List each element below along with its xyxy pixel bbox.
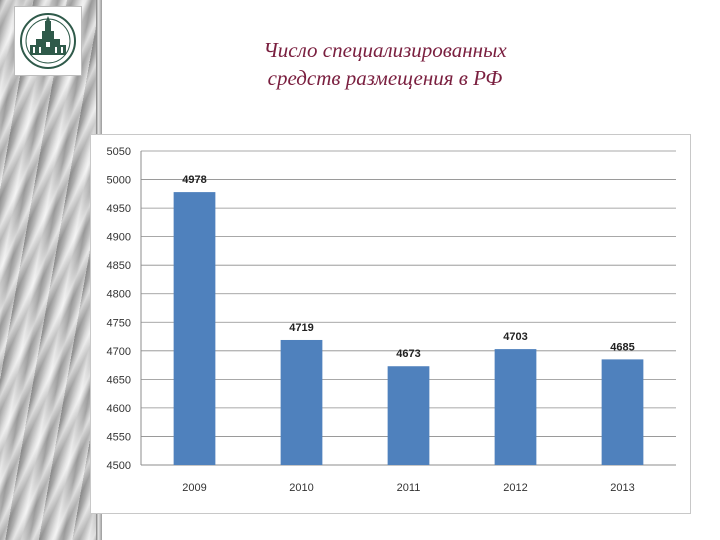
x-tick-label: 2009 <box>182 482 206 494</box>
y-tick-label: 5000 <box>107 175 131 187</box>
y-tick-label: 4750 <box>107 317 131 329</box>
y-tick-label: 4650 <box>107 374 131 386</box>
bar <box>494 349 537 465</box>
x-tick-label: 2012 <box>503 482 527 494</box>
data-label: 4673 <box>396 348 420 360</box>
y-tick-label: 4600 <box>107 403 131 415</box>
y-tick-label: 4950 <box>107 203 131 215</box>
bar-chart: 4500 4550 4600 4650 4700 4750 4800 4850 4900 4950… <box>107 146 676 494</box>
x-tick-label: 2013 <box>610 482 634 494</box>
bar <box>601 359 644 465</box>
university-logo <box>14 6 82 76</box>
x-tick-label: 2011 <box>397 482 421 494</box>
y-tick-label: 5050 <box>107 146 131 158</box>
y-tick-label: 4550 <box>107 431 131 443</box>
bar <box>280 339 323 465</box>
data-label: 4719 <box>289 322 313 334</box>
y-tick-label: 4850 <box>107 260 131 272</box>
data-label: 4703 <box>503 331 527 343</box>
y-tick-label: 4900 <box>107 232 131 244</box>
decorative-metal-strip <box>0 0 96 540</box>
data-label: 4978 <box>182 174 206 186</box>
slide-title-line-1: Число специализированных <box>263 38 507 62</box>
bar <box>387 366 430 465</box>
data-label: 4685 <box>610 341 634 353</box>
y-tick-label: 4800 <box>107 289 131 301</box>
y-tick-label: 4700 <box>107 346 131 358</box>
slide-title: Число специализированных средств размеще… <box>170 36 600 92</box>
university-building-emblem-icon <box>20 13 76 69</box>
bar <box>173 192 216 465</box>
chart-frame: 4500 4550 4600 4650 4700 4750 4800 4850 4900 4950… <box>90 134 691 514</box>
y-tick-label: 4500 <box>107 460 131 472</box>
slide-title-line-2: средств размещения в РФ <box>267 66 503 90</box>
x-tick-label: 2010 <box>289 482 313 494</box>
